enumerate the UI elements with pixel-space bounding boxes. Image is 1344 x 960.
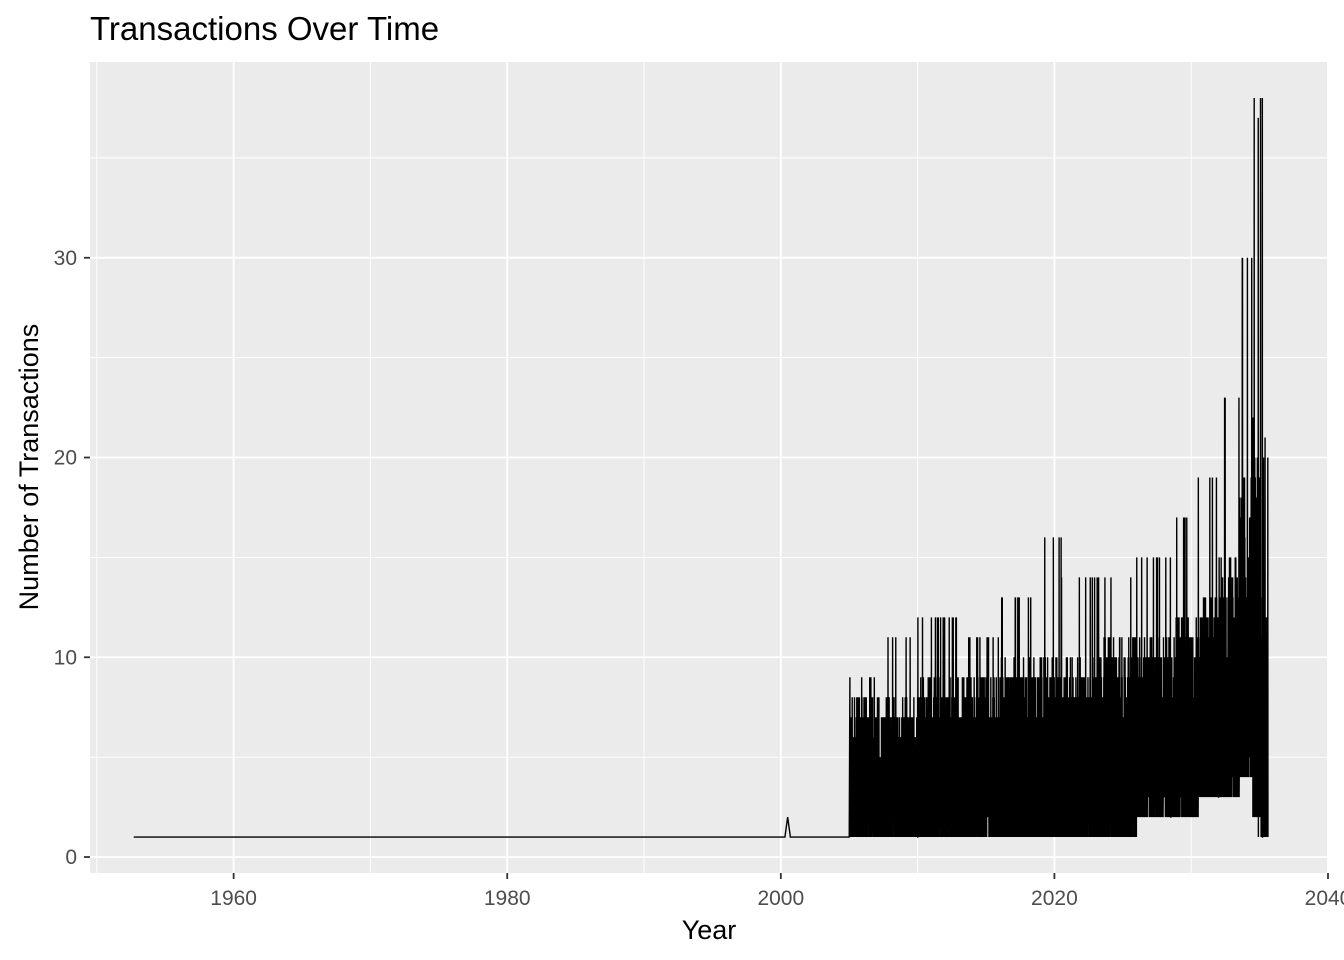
series-layer xyxy=(133,97,1269,838)
x-tick-label: 2000 xyxy=(757,887,804,910)
y-tick-label: 20 xyxy=(54,447,77,470)
axis-ticks xyxy=(84,256,1329,879)
series-line xyxy=(133,97,1269,838)
y-axis-title: Number of Transactions xyxy=(14,324,44,611)
x-tick-label: 1960 xyxy=(210,887,257,910)
y-tick-label: 10 xyxy=(54,646,77,669)
x-tick-label: 2020 xyxy=(1031,887,1078,910)
major-gridlines xyxy=(90,62,1329,873)
chart-title: Transactions Over Time xyxy=(90,10,439,47)
x-axis-title: Year xyxy=(682,915,737,945)
y-tick-label: 0 xyxy=(65,846,77,869)
y-tick-label: 30 xyxy=(54,247,77,270)
x-tick-label: 1980 xyxy=(484,887,531,910)
